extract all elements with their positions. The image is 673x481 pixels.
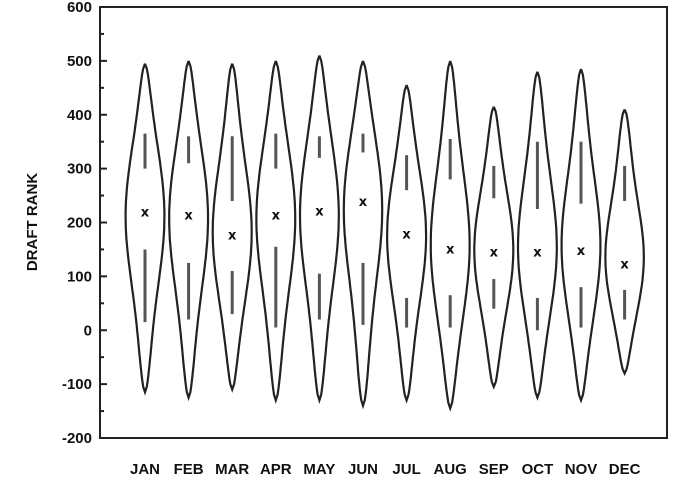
median-marker: x [620,257,629,272]
x-tick-label: JUN [348,461,378,478]
y-tick-label: 200 [67,215,92,232]
y-tick-label: 100 [67,268,92,285]
x-axis-labels: JAN FEB MAR APR MAY JUN JUL AUG SEP OCT NOV DEC [130,461,641,478]
violin-may [298,55,340,405]
median-marker: x [577,244,586,259]
median-marker: x [315,205,324,220]
violin-dec [604,108,645,377]
violins: x x x x x x x x x x x x [124,55,645,412]
violin-sep [473,106,515,390]
violin-jan [124,63,166,396]
y-tick-label: 0 [84,322,92,339]
y-tick-label: -200 [62,430,92,447]
x-tick-label: SEP [479,461,509,478]
x-tick-label: DEC [609,461,641,478]
violin-jun [342,60,384,410]
median-marker: x [141,206,150,221]
x-tick-label: JAN [130,461,160,478]
violin-jul [385,84,428,404]
violin-apr [255,60,297,404]
violin-mar [211,63,253,393]
median-marker: x [533,246,542,261]
x-tick-label: MAY [303,461,335,478]
median-marker: x [402,227,411,242]
median-marker: x [490,246,499,261]
y-tick-label: 500 [67,53,92,70]
x-tick-label: AUG [434,461,467,478]
x-tick-label: OCT [522,461,554,478]
violin-feb [168,60,210,402]
x-tick-label: MAR [215,461,249,478]
y-tick-label: 300 [67,161,92,178]
x-tick-label: JUL [392,461,420,478]
y-tick-label: 400 [67,107,92,124]
median-marker: x [228,228,237,243]
median-marker: x [359,195,368,210]
x-tick-label: FEB [174,461,204,478]
x-tick-label: APR [260,461,292,478]
violin-aug [429,60,471,412]
x-tick-label: NOV [565,461,598,478]
median-marker: x [446,242,455,257]
y-axis: -200 -100 0 100 200 300 400 500 600 [62,0,107,447]
median-marker: x [272,208,281,223]
violin-nov [560,68,602,404]
y-tick-label: 600 [67,0,92,16]
median-marker: x [184,208,193,223]
y-tick-label: -100 [62,376,92,393]
y-axis-title: DRAFT RANK [24,173,41,271]
violin-oct [516,71,558,401]
